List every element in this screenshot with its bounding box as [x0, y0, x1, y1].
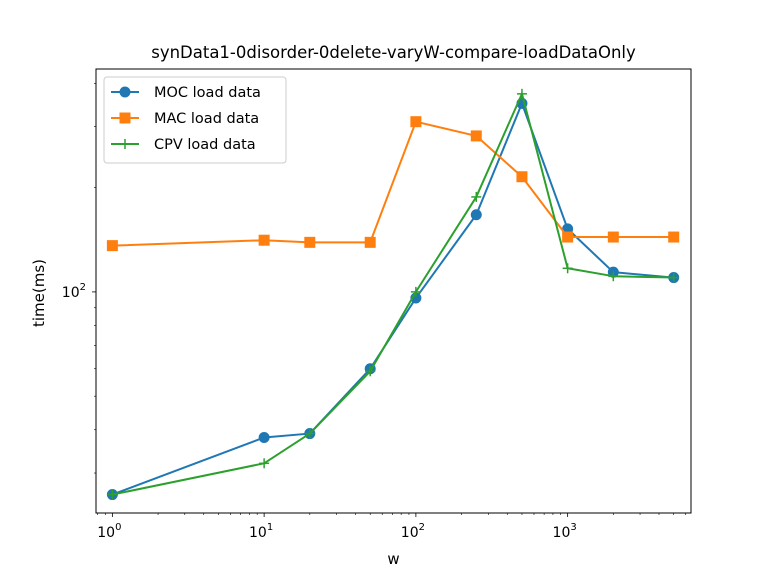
data-point-moc-load-data [470, 209, 482, 221]
data-point-cpv-load-data [668, 272, 679, 283]
data-point-cpv-load-data [562, 263, 573, 274]
data-point-mac-load-data [410, 116, 422, 128]
series-cpv-load-data [107, 88, 679, 500]
data-point-cpv-load-data [304, 428, 315, 439]
data-point-cpv-load-data [410, 286, 421, 297]
y-ticks: 102 [62, 282, 96, 301]
series-line-moc-load-data [112, 102, 674, 496]
data-point-mac-load-data [668, 231, 680, 243]
data-point-cpv-load-data [471, 191, 482, 202]
data-point-mac-load-data [607, 231, 619, 243]
legend-item-moc-load-data: MOC load data [111, 85, 261, 101]
data-point-cpv-load-data [259, 458, 270, 469]
legend-marker [120, 139, 130, 149]
data-point-cpv-load-data [516, 88, 527, 99]
legend-marker [119, 112, 131, 124]
x-tick-exponent: 0 [115, 522, 121, 533]
data-point-cpv-load-data [608, 271, 619, 282]
data-point-moc-load-data [258, 431, 270, 443]
legend-item-mac-load-data: MAC load data [111, 111, 259, 127]
data-point-cpv-load-data [365, 366, 376, 377]
series-mac-load-data [106, 116, 680, 252]
x-tick-exponent: 1 [267, 522, 273, 533]
series-line-mac-load-data [112, 120, 674, 247]
data-point-mac-load-data [562, 231, 574, 243]
legend-box [103, 76, 287, 164]
legend-label: MAC load data [154, 111, 259, 127]
data-point-mac-load-data [304, 236, 316, 248]
y-tick-base: 10 [62, 285, 80, 301]
legend-marker [119, 86, 131, 98]
legend-label: MOC load data [154, 85, 261, 101]
series-line-cpv-load-data [112, 92, 674, 496]
chart-title: synData1-0disorder-0delete-varyW-compare… [151, 43, 636, 62]
x-axis-label: w [387, 550, 399, 568]
data-point-mac-load-data [106, 240, 118, 252]
x-tick-exponent: 3 [570, 522, 576, 533]
data-point-cpv-load-data [107, 489, 118, 500]
y-tick-label: 102 [62, 282, 86, 301]
legend-label: CPV load data [154, 137, 256, 153]
data-point-mac-load-data [516, 171, 528, 183]
series-group [106, 88, 680, 501]
data-point-mac-load-data [470, 130, 482, 142]
y-axis-label: time(ms) [30, 259, 48, 327]
legend: MOC load data MAC load data CPV load data [103, 76, 287, 164]
x-tick-exponent: 2 [419, 522, 425, 533]
data-point-mac-load-data [258, 234, 270, 246]
data-point-mac-load-data [364, 236, 376, 248]
axes-frame [95, 68, 692, 514]
y-tick-exponent: 2 [80, 282, 86, 293]
legend-item-cpv-load-data: CPV load data [111, 137, 256, 153]
